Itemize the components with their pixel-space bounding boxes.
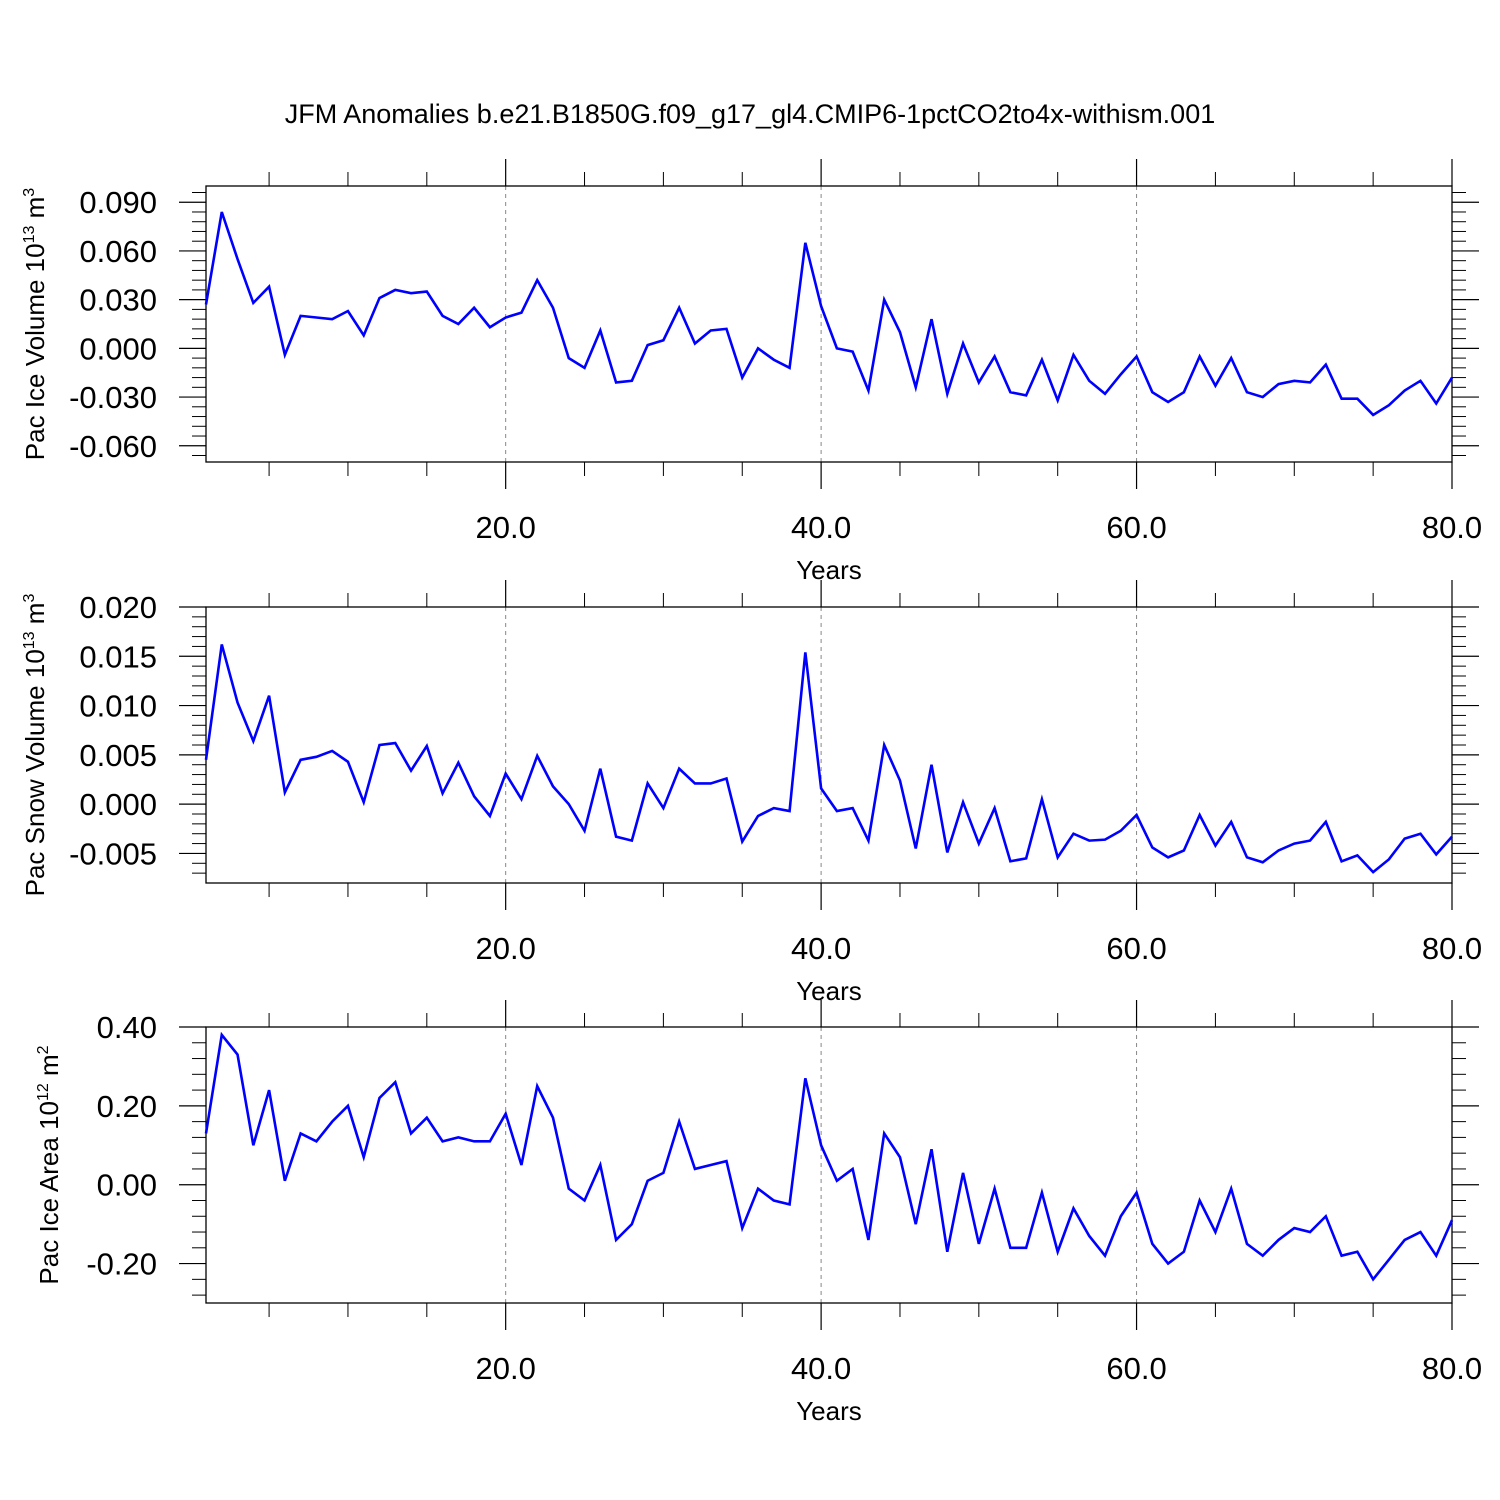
panel-ice-volume-frame xyxy=(205,185,1453,463)
panel-snow-volume-xlabel: Years xyxy=(796,976,862,1006)
panel-ice-area-xtick-label: 80.0 xyxy=(1422,1351,1482,1386)
panel-ice-volume-ytick-label: 0.000 xyxy=(79,331,157,366)
panel-snow-volume-ylabel: Pac Snow Volume 1013 m3 xyxy=(20,594,50,897)
panel-snow-volume-xtick-label: 80.0 xyxy=(1422,931,1482,966)
panel-ice-volume-ytick-label: 0.090 xyxy=(79,185,157,220)
panel-ice-volume: 20.0 40.0 60.0 80.0 -0.060 -0.030 0.000 0.030 0.… xyxy=(20,159,1482,585)
panel-snow-volume-frame xyxy=(205,606,1453,884)
panel-ice-area-ylabel: Pac Ice Area 1012 m2 xyxy=(34,1045,64,1284)
panel-ice-volume-ylabel: Pac Ice Volume 1013 m3 xyxy=(20,188,50,461)
panel-snow-volume-xtick-label: 60.0 xyxy=(1106,931,1166,966)
panel-snow-volume-xtick-label: 20.0 xyxy=(475,931,535,966)
panel-ice-volume-ytick-label: -0.060 xyxy=(69,429,157,464)
panel-ice-area-xtick-label: 60.0 xyxy=(1106,1351,1166,1386)
panel-ice-volume-xtick-label: 40.0 xyxy=(791,510,851,545)
panel-snow-volume-ytick-label: 0.010 xyxy=(79,689,157,724)
panel-ice-area-xtick-label: 20.0 xyxy=(475,1351,535,1386)
panel-snow-volume-ytick-label: 0.000 xyxy=(79,787,157,822)
panel-snow-volume: 20.0 40.0 60.0 80.0 -0.005 0.000 0.005 0.010 0.0… xyxy=(20,580,1482,1006)
figure-title: JFM Anomalies b.e21.B1850G.f09_g17_gl4.C… xyxy=(285,99,1216,129)
panel-ice-volume-ytick-label: 0.060 xyxy=(79,234,157,269)
panel-ice-volume-series-line xyxy=(204,211,1454,417)
panel-ice-area-ytick-label: 0.20 xyxy=(97,1089,157,1124)
panel-ice-volume-ytick-label: -0.030 xyxy=(69,380,157,415)
panel-ice-area: 20.0 40.0 60.0 80.0 -0.20 0.00 0.20 0.40 Years Pa… xyxy=(34,1000,1482,1426)
panel-snow-volume-ytick-label: -0.005 xyxy=(69,836,157,871)
panel-ice-area-xtick-label: 40.0 xyxy=(791,1351,851,1386)
panel-snow-volume-series-line xyxy=(204,644,1453,874)
panel-ice-area-ytick-label: 0.00 xyxy=(97,1168,157,1203)
panel-ice-volume-xtick-label: 80.0 xyxy=(1422,510,1482,545)
panel-snow-volume-ytick-label: 0.005 xyxy=(79,738,157,773)
panel-snow-volume-ytick-label: 0.015 xyxy=(79,639,157,674)
panel-ice-volume-xlabel: Years xyxy=(796,555,862,585)
panel-ice-volume-xtick-label: 60.0 xyxy=(1106,510,1166,545)
panel-ice-area-ytick-label: 0.40 xyxy=(97,1010,157,1045)
panel-snow-volume-ytick-label: 0.020 xyxy=(79,590,157,625)
panel-ice-area-xlabel: Years xyxy=(796,1396,862,1426)
panel-ice-area-series-line xyxy=(204,1031,1454,1282)
panel-ice-volume-ytick-label: 0.030 xyxy=(79,283,157,318)
panel-ice-area-frame xyxy=(205,1026,1453,1304)
panel-snow-volume-xtick-label: 40.0 xyxy=(791,931,851,966)
panel-ice-area-ytick-label: -0.20 xyxy=(86,1247,157,1282)
panel-ice-volume-xtick-label: 20.0 xyxy=(475,510,535,545)
